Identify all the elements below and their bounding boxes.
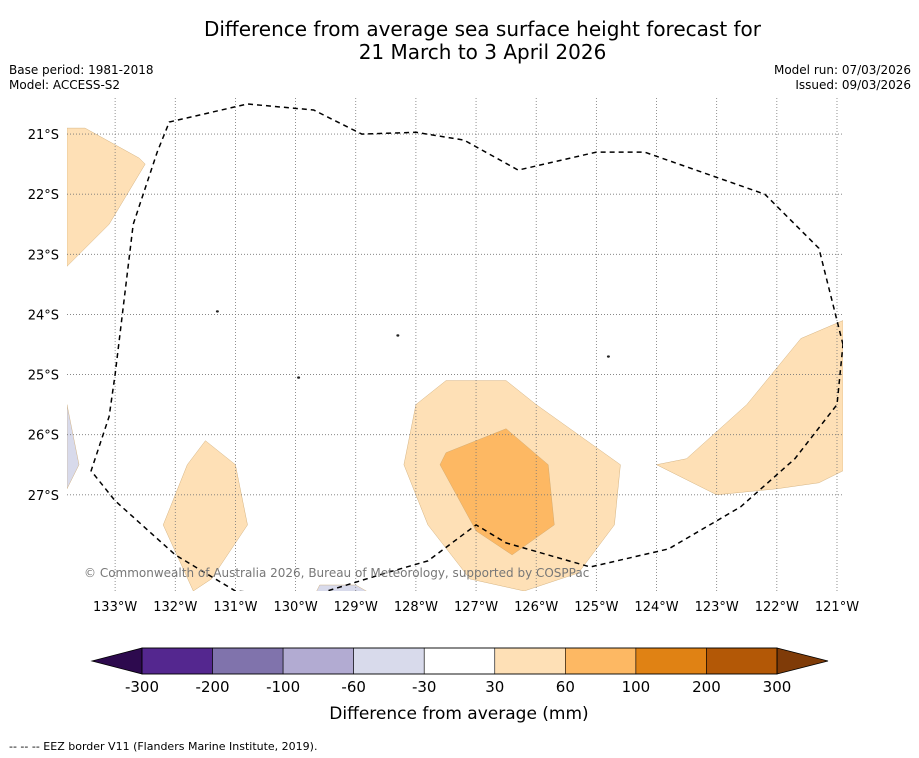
region-sw-anomaly — [162, 440, 248, 591]
lon-tick-label: 126°W — [514, 600, 558, 615]
colorbar-tick-label: 200 — [692, 678, 721, 696]
region-west-negative — [67, 404, 80, 489]
colorbar-bin — [423, 647, 496, 675]
lat-tick-label: 26°S — [28, 429, 59, 444]
issued-label: Issued: 09/03/2026 — [795, 78, 911, 92]
lon-tick-label: 125°W — [574, 600, 618, 615]
run-info: Model run: 07/03/2026 Issued: 09/03/2026 — [774, 63, 911, 93]
region-east-anomaly — [655, 320, 843, 496]
colorbar-label: Difference from average (mm) — [329, 704, 588, 724]
copyright-text: © Commonwealth of Australia 2026, Bureau… — [84, 566, 589, 580]
colorbar-bin — [212, 647, 284, 675]
colorbar-bin — [706, 647, 778, 675]
region-south-negative — [316, 584, 367, 591]
island-marker — [396, 334, 400, 337]
lat-tick-label: 25°S — [28, 369, 59, 384]
colorbar-tick-label: 300 — [763, 678, 792, 696]
colorbar-tick-label: -100 — [266, 678, 300, 696]
lon-tick-label: 121°W — [815, 600, 859, 615]
model-label: Model: ACCESS-S2 — [9, 78, 121, 92]
chart-title: Difference from average sea surface heig… — [0, 18, 919, 64]
lon-tick-label: 132°W — [153, 600, 197, 615]
lon-tick-label: 127°W — [454, 600, 498, 615]
colorbar-extend-high — [776, 647, 829, 675]
eez-border-line — [90, 103, 843, 591]
colorbar-frame — [141, 647, 778, 675]
base-info: Base period: 1981-2018 Model: ACCESS-S2 — [9, 63, 154, 93]
region-central-anomaly-inner — [439, 428, 555, 556]
colorbar-bin — [353, 647, 425, 675]
colorbar-tick-label: 100 — [622, 678, 651, 696]
colorbar: -300 -200 -100 -60 -30 30 60 100 200 300 — [90, 647, 829, 696]
lat-tick-label: 21°S — [28, 128, 59, 143]
lon-tick-label: 131°W — [213, 600, 257, 615]
title-line-2: 21 March to 3 April 2026 — [358, 40, 607, 64]
lon-tick-label: 130°W — [274, 600, 318, 615]
lon-tick-label: 128°W — [394, 600, 438, 615]
lon-tick-label: 124°W — [634, 600, 678, 615]
lon-tick-label: 129°W — [334, 600, 378, 615]
lat-tick-label: 23°S — [28, 248, 59, 263]
colorbar-tick-label: 30 — [485, 678, 504, 696]
lon-tick-label: 123°W — [695, 600, 739, 615]
eez-footnote: -- -- -- EEZ border V11 (Flanders Marine… — [9, 740, 318, 753]
map-axis-labels: 133°W 132°W 131°W 130°W 129°W 128°W 127°W 126°W… — [28, 128, 860, 615]
colorbar-tick-label: -200 — [196, 678, 230, 696]
colorbar-extend-low — [90, 647, 143, 675]
colorbar-bin — [282, 647, 354, 675]
colorbar-bin — [635, 647, 707, 675]
map-plot-area — [67, 98, 843, 591]
region-nw-anomaly — [67, 127, 146, 267]
colorbar-tick-label: -300 — [125, 678, 159, 696]
base-period-label: Base period: 1981-2018 — [9, 63, 154, 77]
colorbar-bin — [494, 647, 566, 675]
colorbar-tick-label: 60 — [556, 678, 575, 696]
island-marker — [606, 355, 610, 358]
colorbar-bin — [141, 647, 213, 675]
lat-tick-label: 27°S — [28, 489, 59, 504]
lon-tick-label: 122°W — [755, 600, 799, 615]
lat-tick-label: 22°S — [28, 188, 59, 203]
island-marker — [215, 310, 219, 313]
colorbar-tick-label: -60 — [341, 678, 366, 696]
colorbar-bin — [565, 647, 637, 675]
lon-tick-label: 133°W — [93, 600, 137, 615]
title-line-1: Difference from average sea surface heig… — [203, 17, 762, 41]
model-run-label: Model run: 07/03/2026 — [773, 63, 911, 77]
island-marker — [297, 376, 301, 379]
colorbar-tick-label: -30 — [412, 678, 437, 696]
lat-tick-label: 24°S — [28, 308, 59, 323]
